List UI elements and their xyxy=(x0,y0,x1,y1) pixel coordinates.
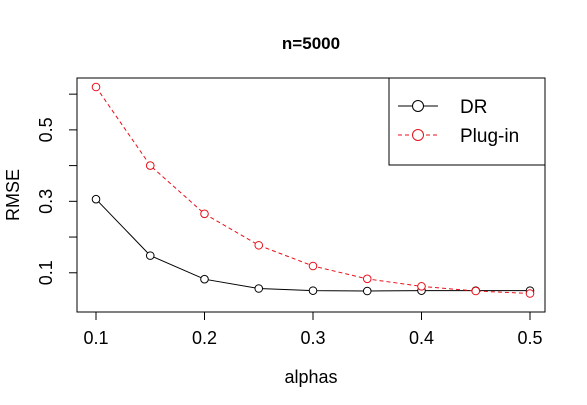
data-point xyxy=(308,286,318,295)
x-tick-label: 0.3 xyxy=(300,328,325,348)
data-point xyxy=(362,286,372,296)
chart-title: n=5000 xyxy=(282,34,340,53)
data-point xyxy=(362,274,372,284)
legend-marker xyxy=(412,100,424,112)
y-tick-label: 0.3 xyxy=(36,189,56,214)
data-point xyxy=(200,274,209,284)
data-point xyxy=(200,209,209,219)
data-point xyxy=(145,161,155,170)
data-point xyxy=(91,194,101,204)
legend-items: DR Plug-in xyxy=(398,97,519,147)
x-axis: 0.1 0.2 0.3 0.4 0.5 xyxy=(83,311,543,348)
data-point xyxy=(308,261,318,271)
x-tick-label: 0.4 xyxy=(409,328,434,348)
legend-label: DR xyxy=(460,97,487,118)
x-tick-label: 0.1 xyxy=(83,328,108,348)
legend-box xyxy=(388,77,546,166)
x-tick-label: 0.5 xyxy=(517,328,542,348)
data-point xyxy=(417,282,426,291)
x-tick-label: 0.2 xyxy=(192,328,217,348)
y-tick-label: 0.1 xyxy=(36,260,56,285)
y-tick-label: 0.5 xyxy=(36,117,56,142)
legend-label: Plug-in xyxy=(460,126,519,147)
data-point xyxy=(91,82,101,92)
y-axis: 0.1 0.3 0.5 xyxy=(36,93,78,285)
data-point xyxy=(145,251,155,260)
data-point xyxy=(254,240,264,250)
data-point xyxy=(471,286,481,296)
data-point xyxy=(254,284,264,293)
series-layer xyxy=(91,82,535,298)
x-axis-label: alphas xyxy=(284,367,337,387)
data-point xyxy=(525,289,535,298)
legend: DR Plug-in xyxy=(388,77,546,166)
legend-marker xyxy=(412,129,424,141)
series-line-dr xyxy=(95,198,530,292)
y-axis-label: RMSE xyxy=(3,169,23,221)
